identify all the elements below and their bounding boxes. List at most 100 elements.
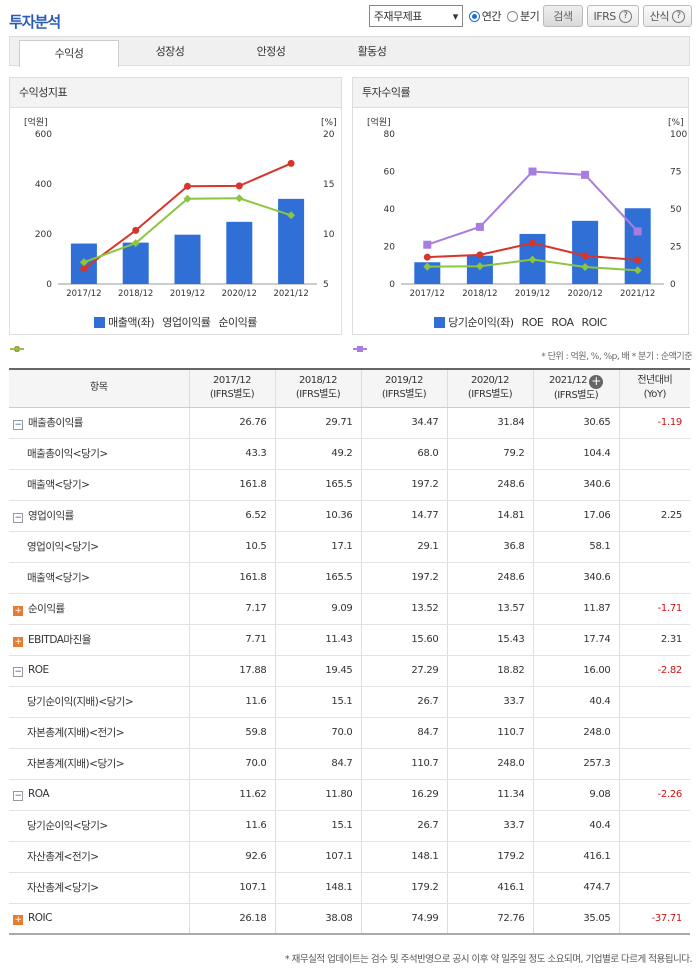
- line-point: [476, 251, 484, 259]
- table-cell: 38.08: [274, 903, 361, 935]
- row-label[interactable]: + ROIC: [9, 903, 189, 935]
- expand-icon[interactable]: +: [13, 637, 23, 647]
- table-cell: 104.4: [532, 438, 619, 470]
- table-row: − 매출총이익률 26.76 29.71 34.47 31.84 30.65 -1.19: [9, 407, 690, 439]
- row-label: 매출액<당기>: [9, 562, 189, 594]
- line-point: [80, 265, 88, 273]
- table-cell: 15.1: [274, 686, 361, 718]
- line-point: [529, 239, 536, 247]
- legend-item[interactable]: 매출액(좌): [94, 314, 155, 330]
- ifrs-button[interactable]: IFRS?: [586, 5, 639, 27]
- table-cell: 35.05: [532, 903, 619, 935]
- left-axis-unit: [억원]: [24, 116, 48, 128]
- table-cell: 11.80: [274, 779, 361, 811]
- right-tick-label: 5: [323, 280, 329, 290]
- right-tick-label: 50: [670, 205, 682, 215]
- line-point: [581, 252, 589, 260]
- table-row: 영업이익<당기> 10.5 17.1 29.1 36.8 58.1: [9, 531, 690, 563]
- table-cell: 26.7: [360, 810, 447, 842]
- column-header: 2019/12 (IFRS별도): [360, 368, 447, 408]
- right-axis-unit: [%]: [668, 118, 684, 128]
- legend-item[interactable]: ROIC: [353, 316, 607, 352]
- legend-label: ROE: [521, 315, 544, 329]
- bar: [414, 262, 441, 284]
- right-tick-label: 15: [323, 180, 334, 190]
- row-label[interactable]: + 순이익률: [9, 593, 189, 625]
- expand-icon[interactable]: +: [13, 606, 23, 616]
- collapse-icon[interactable]: −: [13, 513, 23, 523]
- radio-annual[interactable]: 연간: [468, 8, 502, 24]
- row-label: 자산총계<당기>: [9, 872, 189, 904]
- expand-icon[interactable]: +: [13, 914, 23, 925]
- statement-select[interactable]: 주재무제표 ▾: [368, 5, 463, 27]
- line-point: [528, 167, 537, 176]
- row-label[interactable]: − 영업이익률: [9, 500, 189, 532]
- yoy-cell: -1.19: [618, 407, 690, 439]
- chart-legend: 매출액(좌) 영업이익률 순이익률: [10, 314, 341, 352]
- table-cell: 9.08: [532, 779, 619, 811]
- right-tick-label: 0: [670, 280, 676, 290]
- table-cell: 84.7: [274, 748, 361, 780]
- line-point: [423, 253, 431, 261]
- legend-item[interactable]: ROE: [353, 315, 544, 352]
- table-cell: 340.6: [532, 469, 619, 501]
- tab-growth[interactable]: 성장성: [155, 45, 185, 58]
- row-label[interactable]: − ROA: [9, 779, 189, 811]
- table-row: 매출총이익<당기> 43.3 49.2 68.0 79.2 104.4: [9, 438, 690, 470]
- row-label: 영업이익<당기>: [9, 531, 189, 563]
- table-cell: 7.17: [188, 593, 275, 625]
- tab-stability[interactable]: 안정성: [256, 45, 286, 58]
- formula-button[interactable]: 산식?: [642, 5, 692, 27]
- line-point: [184, 182, 191, 190]
- x-tick-label: 2018/12: [462, 289, 497, 299]
- legend-item[interactable]: 순이익률: [10, 314, 257, 352]
- line-point: [79, 258, 88, 267]
- yoy-cell: [618, 438, 690, 470]
- line-point: [235, 194, 244, 203]
- yoy-cell: -2.82: [618, 655, 690, 687]
- table-cell: 14.77: [360, 500, 447, 532]
- table-row: 자본총계(지배)<전기> 59.8 70.0 84.7 110.7 248.0: [9, 717, 690, 749]
- table-cell: 43.3: [188, 438, 275, 470]
- yoy-cell: [618, 748, 690, 780]
- x-tick-label: 2020/12: [567, 289, 602, 299]
- table-cell: 165.5: [274, 562, 361, 594]
- collapse-icon[interactable]: −: [13, 791, 23, 801]
- radio-unchecked-icon: [507, 10, 519, 22]
- legend-item[interactable]: 당기순이익(좌): [434, 314, 514, 330]
- table-cell: 18.82: [446, 655, 533, 687]
- legend-item[interactable]: ROA: [353, 316, 574, 352]
- line-point: [287, 211, 296, 220]
- tab-activity[interactable]: 활동성: [357, 45, 387, 58]
- table-cell: 31.84: [446, 407, 533, 439]
- table-row: + 순이익률 7.17 9.09 13.52 13.57 11.87 -1.71: [9, 593, 690, 625]
- legend-label: 당기순이익(좌): [448, 316, 514, 329]
- expand-plus-icon[interactable]: +: [589, 374, 604, 389]
- search-button[interactable]: 검색: [543, 5, 583, 27]
- tab-profitability[interactable]: 수익성: [19, 40, 119, 67]
- chart-panel-investment: 투자수익률 [억원] [%] 80 60 40 20 0 100 75 50 25 0 2017/12 2…: [352, 77, 689, 352]
- legend-label: 영업이익률: [162, 316, 211, 329]
- collapse-icon[interactable]: −: [13, 420, 23, 430]
- collapse-icon[interactable]: −: [13, 667, 23, 677]
- row-label[interactable]: − ROE: [9, 655, 189, 687]
- ifrs-label: IFRS: [593, 9, 617, 23]
- table-cell: 68.0: [360, 438, 447, 470]
- legend-item[interactable]: 영업이익률: [10, 314, 211, 352]
- table-cell: 17.06: [532, 500, 619, 532]
- table-cell: 11.62: [188, 779, 275, 811]
- line-point: [528, 255, 537, 264]
- table-cell: 26.7: [360, 686, 447, 718]
- radio-quarter[interactable]: 분기: [507, 8, 540, 24]
- row-label: 당기순이익(지배)<당기>: [9, 686, 189, 718]
- line-point: [423, 262, 432, 271]
- row-label[interactable]: + EBITDA마진율: [9, 624, 189, 656]
- row-label[interactable]: − 매출총이익률: [9, 407, 189, 439]
- legend-line-swatch: [353, 346, 367, 352]
- yoy-cell: [618, 686, 690, 718]
- line-point: [581, 262, 590, 271]
- table-row: 매출액<당기> 161.8 165.5 197.2 248.6 340.6: [9, 562, 690, 594]
- table-cell: 70.0: [188, 748, 275, 780]
- yoy-cell: [618, 872, 690, 904]
- line-point: [633, 227, 642, 236]
